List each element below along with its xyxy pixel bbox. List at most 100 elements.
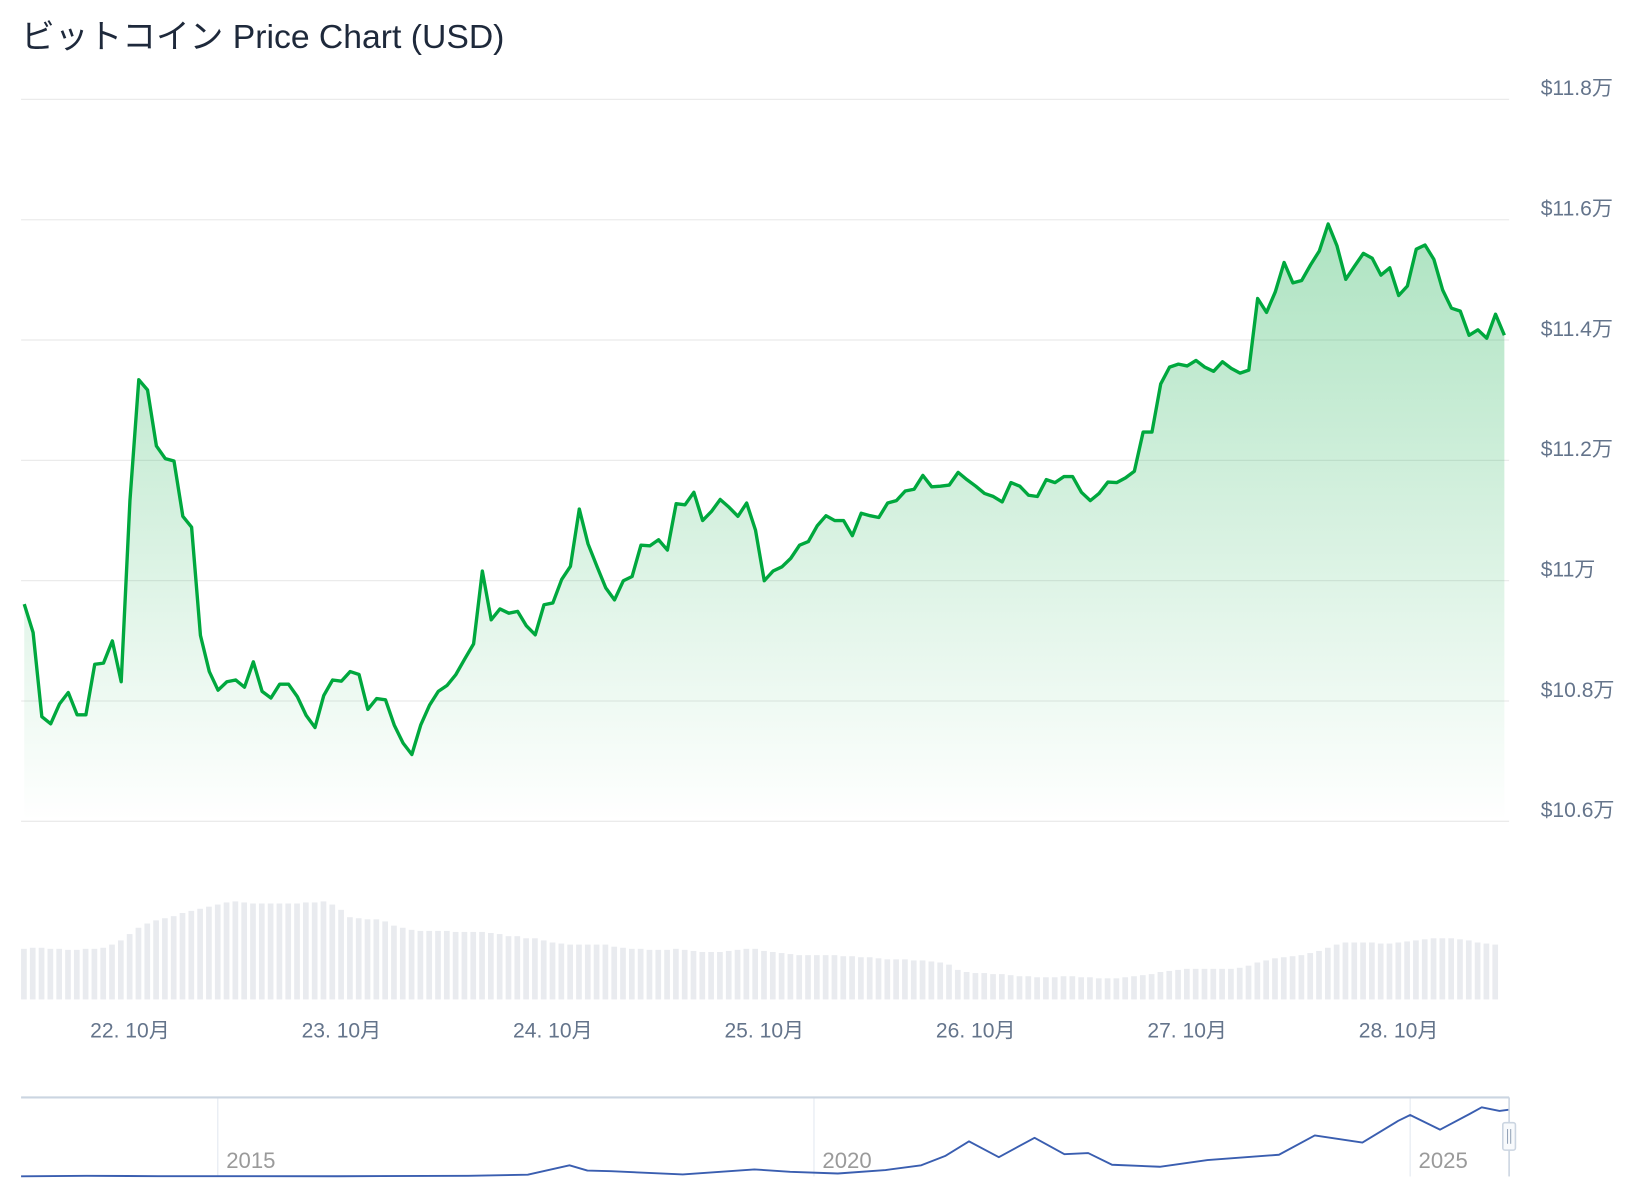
navigator[interactable]: 2015 2020 2025 xyxy=(21,1096,1517,1178)
volume-bar xyxy=(1139,975,1146,1000)
volume-bar xyxy=(761,950,767,1000)
volume-bar xyxy=(100,947,107,1000)
volume-bar xyxy=(972,973,979,1000)
volume-bar xyxy=(673,948,679,1000)
volume-bar xyxy=(540,940,547,1000)
x-axis-labels: 22. 10月 23. 10月 24. 10月 25. 10月 26. 10月 27. 1… xyxy=(90,1019,1438,1042)
volume-bar xyxy=(999,974,1005,1000)
volume-bar xyxy=(1131,976,1137,1000)
volume-bar xyxy=(1122,977,1129,1000)
volume-bar xyxy=(223,902,230,1000)
volume-bar xyxy=(655,949,662,1000)
volume-bar xyxy=(417,930,424,1000)
chart-title: ビットコイン Price Chart (USD) xyxy=(21,18,504,56)
volume-bar xyxy=(91,948,98,1000)
volume-bar xyxy=(699,951,706,1000)
volume-bar xyxy=(1148,974,1155,1000)
volume-bar xyxy=(1474,942,1481,1000)
volume-bar xyxy=(514,936,521,1000)
volume-bar xyxy=(787,954,794,1000)
volume-bar xyxy=(1324,947,1331,1000)
volume-bar xyxy=(937,962,944,1000)
volume-bar xyxy=(743,948,750,1000)
volume-bar xyxy=(1157,972,1164,1000)
volume-bar xyxy=(126,934,133,1000)
volume-bar xyxy=(303,902,309,1000)
volume-bar xyxy=(1078,977,1084,1000)
volume-bar xyxy=(1457,939,1463,1000)
volume-bar xyxy=(364,919,371,1000)
volume-bar xyxy=(1298,955,1305,1000)
volume-bar xyxy=(584,944,591,1000)
volume-bar xyxy=(435,930,441,1000)
volume-bar xyxy=(576,944,582,1000)
volume-bar xyxy=(1192,968,1199,1000)
navigator-year-label: 2025 xyxy=(1419,1148,1468,1173)
x-tick-label: 23. 10月 xyxy=(302,1019,382,1042)
volume-bar xyxy=(1051,977,1058,1000)
navigator-line xyxy=(21,1106,1510,1178)
volume-bar xyxy=(73,949,80,1000)
x-tick-label: 22. 10月 xyxy=(90,1019,170,1042)
volume-bar xyxy=(1483,943,1490,1000)
volume-bar xyxy=(981,973,988,1000)
volume-bar xyxy=(1439,938,1446,1000)
y-tick-label: $11.4万 xyxy=(1541,318,1613,341)
volume-bar xyxy=(1175,969,1181,1000)
volume-bar xyxy=(1465,940,1472,1000)
volume-bar xyxy=(267,903,274,1000)
volume-bar xyxy=(443,930,450,1000)
x-tick-label: 28. 10月 xyxy=(1359,1019,1439,1042)
volume-bar xyxy=(1166,970,1173,1000)
volume-bar xyxy=(910,960,917,1000)
volume-bar xyxy=(38,947,45,1000)
price-line[interactable] xyxy=(22,222,1506,757)
volume-bar xyxy=(170,916,177,1000)
volume-bar xyxy=(479,931,485,1000)
volume-bar xyxy=(135,927,142,1000)
navigator-handle[interactable] xyxy=(1501,1121,1517,1151)
volume-bar xyxy=(963,972,970,1000)
volume-bar xyxy=(1245,965,1252,1000)
y-tick-label: $11.8万 xyxy=(1541,77,1613,100)
volume-bar xyxy=(1333,944,1340,1000)
volume-bar xyxy=(708,951,714,1000)
volume-bar xyxy=(1043,977,1049,1000)
volume-bar xyxy=(1069,976,1076,1000)
volume-bar xyxy=(399,927,406,1000)
volume-bar xyxy=(690,950,697,1000)
volume-bar xyxy=(320,901,327,1000)
volume-bar xyxy=(276,903,283,1000)
price-area xyxy=(24,223,1505,822)
volume-bar xyxy=(664,949,670,1000)
volume-bar xyxy=(117,940,124,1000)
volume-bar xyxy=(893,959,899,1000)
volume-bar xyxy=(1351,942,1358,1000)
volume-bar xyxy=(461,931,468,1000)
volume-bar xyxy=(1377,943,1384,1000)
volume-bar xyxy=(954,969,961,1000)
volume-bar xyxy=(1236,967,1243,1000)
volume-bar xyxy=(602,944,609,1000)
volume-bar xyxy=(558,943,565,1000)
volume-bar xyxy=(1492,944,1499,1000)
x-tick-label: 25. 10月 xyxy=(724,1019,804,1042)
volume-bar xyxy=(294,903,300,1000)
volume-bar xyxy=(567,944,573,1000)
volume-bar xyxy=(153,920,159,1000)
volume-bar xyxy=(144,923,151,1000)
volume-bar xyxy=(1104,978,1111,1000)
volume-bar xyxy=(928,961,935,1000)
volume-bar xyxy=(1263,960,1269,1000)
x-tick-label: 24. 10月 xyxy=(513,1019,593,1042)
volume-bar xyxy=(408,929,415,1000)
y-tick-label: $10.6万 xyxy=(1541,799,1615,822)
volume-bar xyxy=(990,974,996,1000)
volume-bar xyxy=(1413,940,1419,1000)
volume-bar xyxy=(1007,975,1014,1000)
volume-bar xyxy=(1025,976,1032,1000)
volume-bar xyxy=(1430,938,1437,1000)
volume-bar xyxy=(523,938,529,1000)
volume-bar xyxy=(717,951,723,1000)
